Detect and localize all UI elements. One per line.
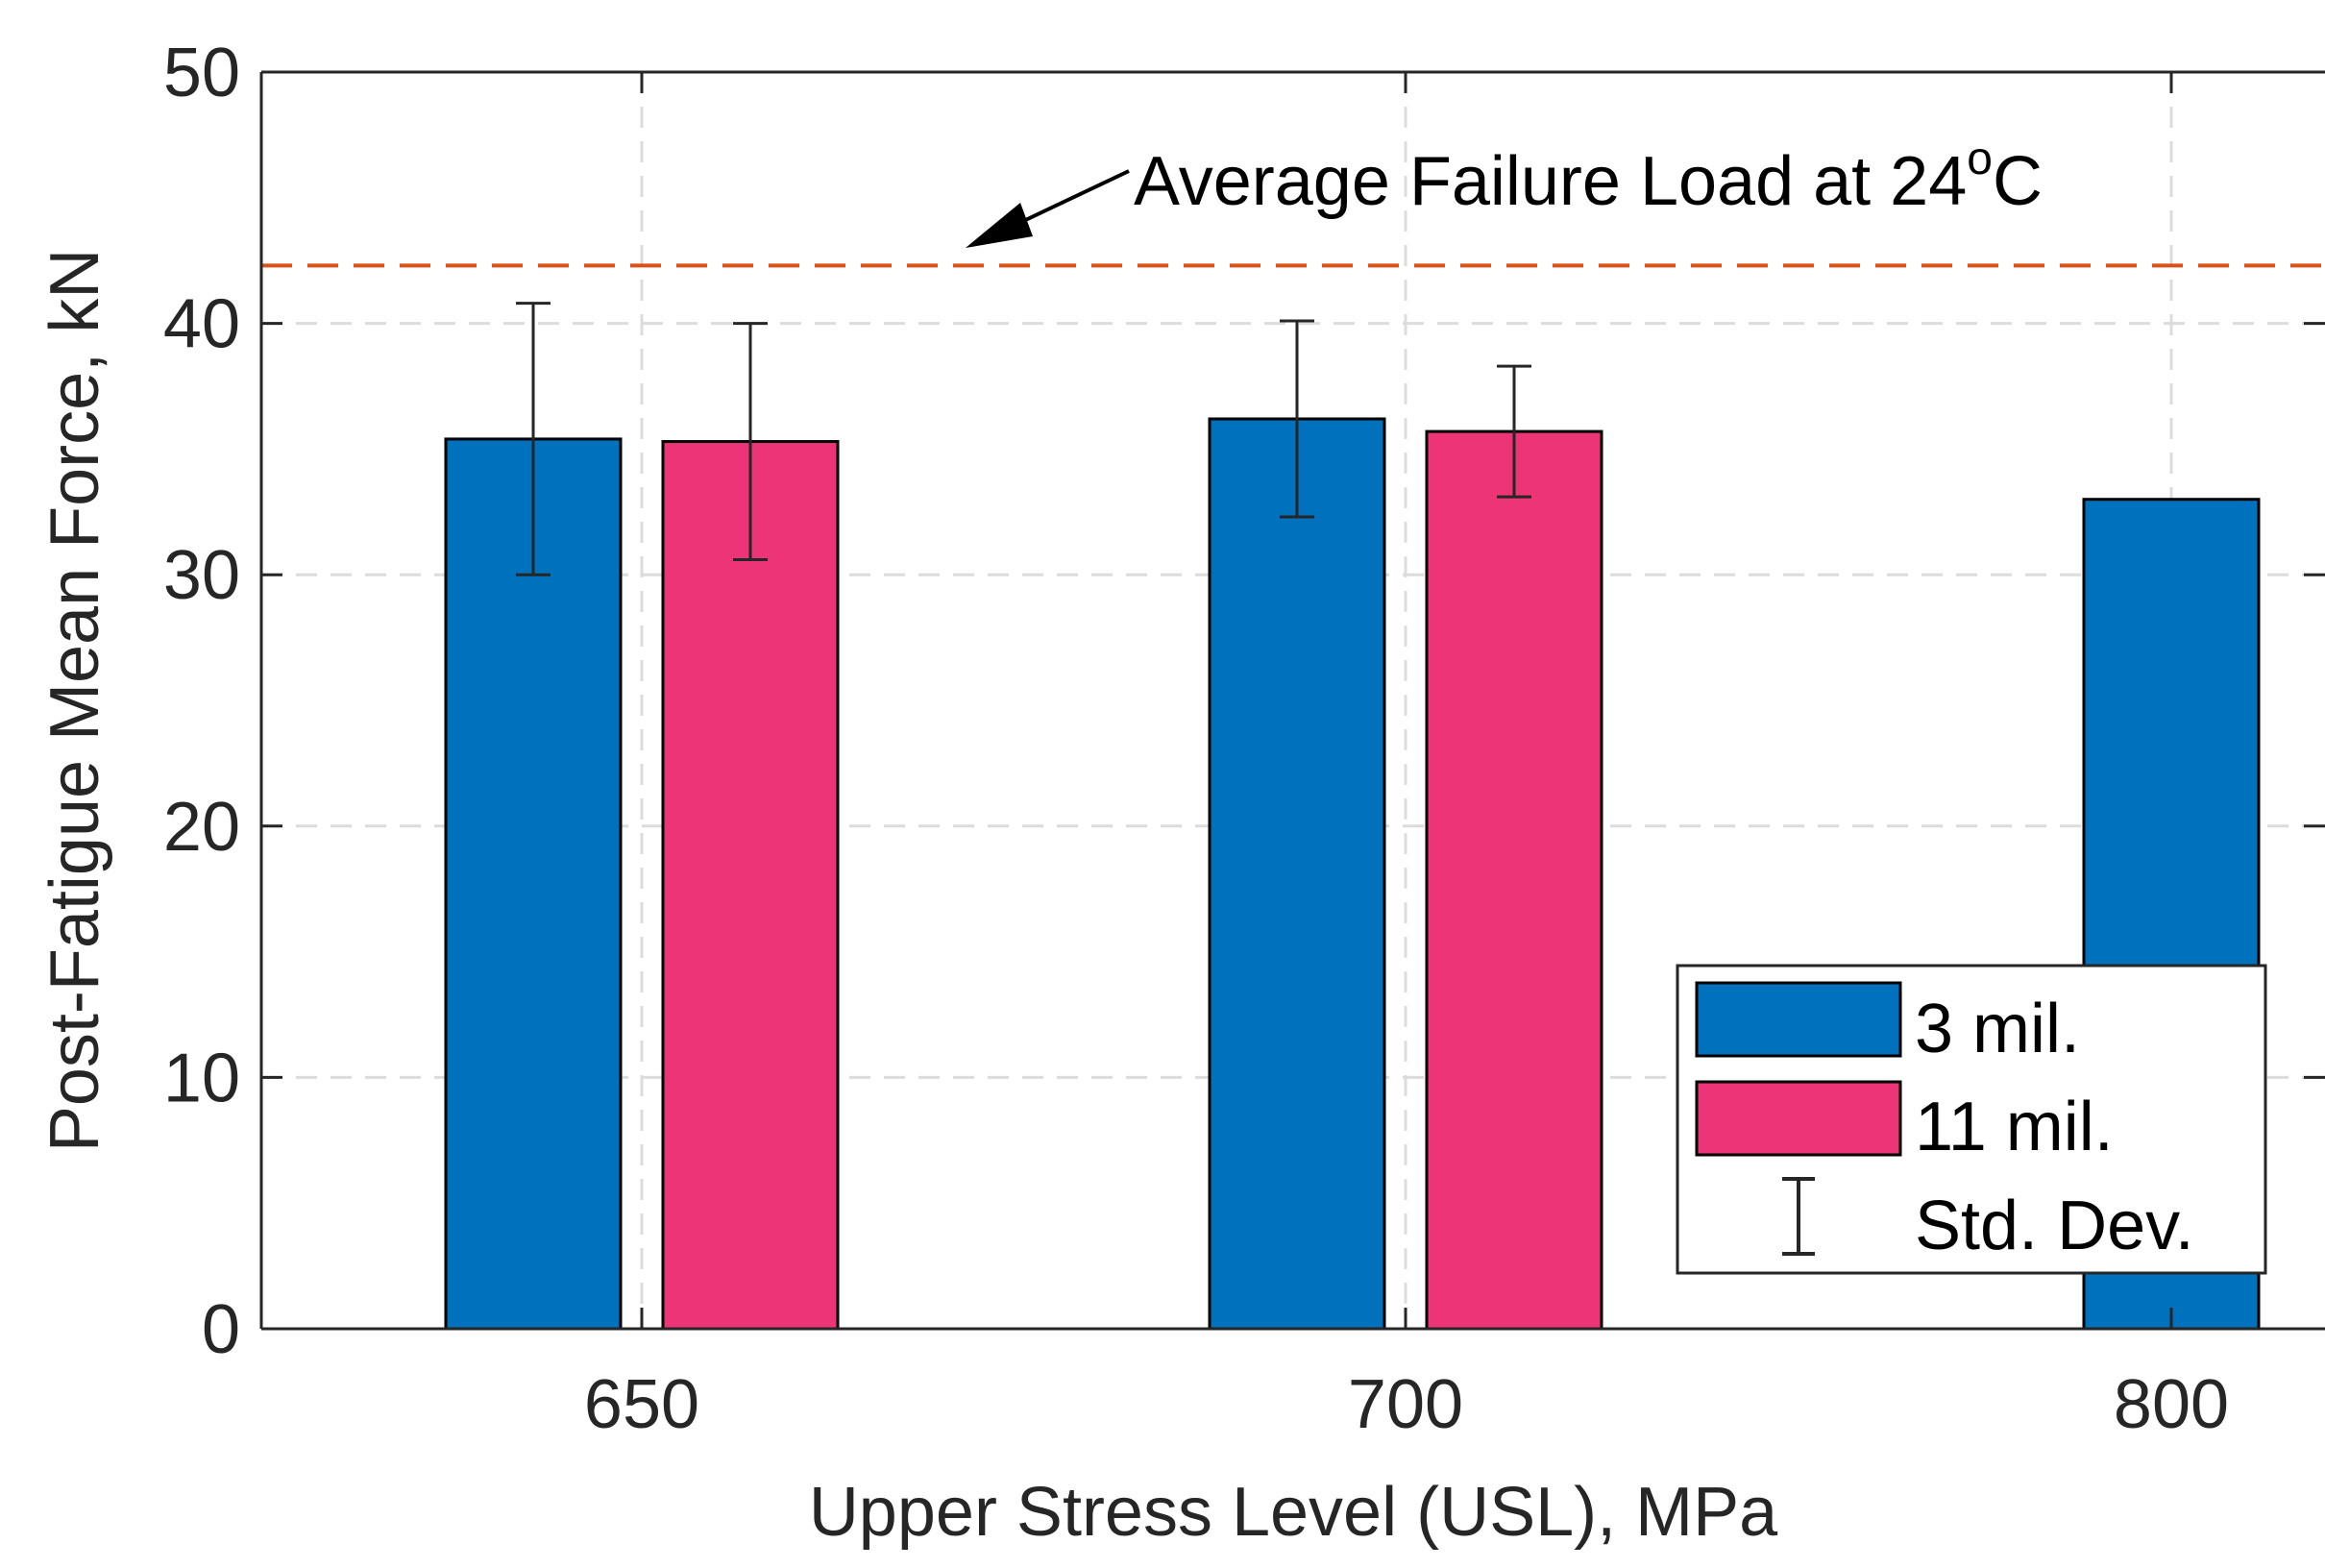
y-tick-label-40: 40 bbox=[163, 286, 240, 363]
y-tick-label-50: 50 bbox=[163, 35, 240, 111]
reference-line-label-sup: o bbox=[1967, 134, 1993, 184]
axes: 0 10 20 30 40 50 650 700 800 bbox=[163, 35, 2325, 1443]
errorbar-11-mil-700 bbox=[1497, 364, 1531, 499]
legend: 3 mil. 11 mil. Std. Dev. bbox=[1676, 964, 2267, 1275]
x-axis-label: Upper Stress Level (USL), MPa bbox=[809, 1474, 1778, 1551]
y-tick-label-10: 10 bbox=[163, 1040, 240, 1116]
legend-label-11-mil: 11 mil. bbox=[1915, 1089, 2114, 1165]
bar-11-mil-700 bbox=[1425, 429, 1603, 1331]
errorbar-3-mil-650 bbox=[516, 302, 551, 576]
legend-label-std-dev: Std. Dev. bbox=[1915, 1188, 2194, 1264]
bar-3-mil-650 bbox=[444, 437, 623, 1331]
y-tick-label-30: 30 bbox=[163, 537, 240, 614]
errorbar-11-mil-650 bbox=[733, 322, 768, 562]
y-tick-label-20: 20 bbox=[163, 789, 240, 866]
legend-label-3-mil: 3 mil. bbox=[1915, 991, 2080, 1067]
bars bbox=[444, 417, 2261, 1331]
legend-swatch-3-mil bbox=[1695, 981, 1902, 1058]
reference-line-label: Average Failure Load at 24oC bbox=[1134, 134, 2043, 220]
error-bars bbox=[516, 302, 1531, 576]
y-tick-label-0: 0 bbox=[202, 1291, 240, 1368]
annotation-arrow-head bbox=[966, 203, 1033, 248]
y-axis-label: Post-Fatigue Mean Force, kN bbox=[37, 249, 113, 1152]
legend-errorbar-icon bbox=[1782, 1177, 1815, 1256]
errorbar-3-mil-700 bbox=[1280, 319, 1314, 519]
bar-11-mil-650 bbox=[661, 440, 840, 1331]
x-tick-label-650: 650 bbox=[584, 1366, 699, 1443]
reference-line-label-main: Average Failure Load at 24 bbox=[1134, 143, 1967, 220]
bar-3-mil-700 bbox=[1208, 417, 1386, 1331]
reference-line-label-unit: C bbox=[1993, 143, 2043, 220]
legend-swatch-11-mil bbox=[1695, 1080, 1902, 1157]
x-tick-label-700: 700 bbox=[1348, 1366, 1463, 1443]
x-tick-label-800: 800 bbox=[2114, 1366, 2229, 1443]
